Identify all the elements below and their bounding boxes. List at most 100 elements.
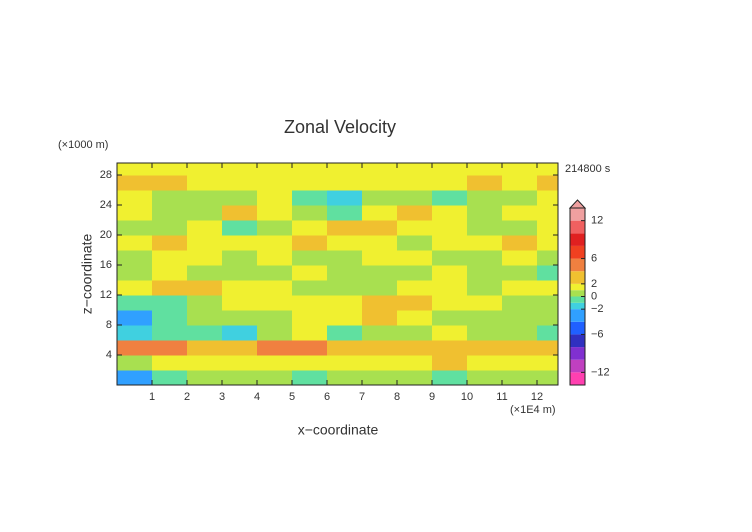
x-tick-label: 4: [254, 391, 260, 403]
field-cell: [432, 325, 468, 341]
field-cell: [397, 163, 433, 176]
field-cell: [432, 295, 468, 311]
field-cell: [537, 163, 558, 176]
field-cell: [152, 295, 188, 311]
field-cell: [292, 235, 328, 251]
colorbar-band: [570, 309, 585, 322]
colorbar-band: [570, 233, 585, 246]
field-cell: [257, 295, 293, 311]
field-cell: [502, 235, 538, 251]
field-cell: [467, 250, 503, 266]
x-tick-label: 3: [219, 391, 225, 403]
field-cell: [502, 190, 538, 206]
colorbar-band: [570, 271, 585, 284]
field-cell: [292, 190, 328, 206]
x-tick-label: 1: [149, 391, 155, 403]
field-cell: [292, 355, 328, 371]
field-cell: [292, 220, 328, 236]
field-cell: [257, 250, 293, 266]
field-cell: [327, 265, 363, 281]
colorbar-band: [570, 359, 585, 373]
field-cell: [432, 163, 468, 176]
field-cell: [327, 340, 363, 356]
field-cell: [152, 280, 188, 296]
field-cell: [152, 265, 188, 281]
time-label: 214800 s: [565, 163, 611, 175]
field-cell: [537, 250, 558, 266]
field-cell: [397, 250, 433, 266]
field-cell: [467, 310, 503, 326]
field-cell: [327, 355, 363, 371]
field-cell: [502, 175, 538, 191]
field-cell: [502, 295, 538, 311]
x-tick-label: 12: [531, 391, 543, 403]
field-cell: [327, 280, 363, 296]
field-cell: [467, 235, 503, 251]
colorbar-band: [570, 334, 585, 348]
field-cell: [257, 163, 293, 176]
field-cell: [327, 295, 363, 311]
field-cell: [152, 163, 188, 176]
field-cell: [152, 235, 188, 251]
field-cell: [222, 280, 258, 296]
colorbar-band: [570, 258, 585, 272]
field-cell: [432, 370, 468, 385]
field-cell: [502, 220, 538, 236]
field-cell: [537, 340, 558, 356]
colorbar-tick-label: 6: [591, 252, 597, 264]
field-cell: [327, 310, 363, 326]
field-cell: [117, 280, 153, 296]
field-cell: [502, 340, 538, 356]
colorbar-tick-label: 12: [591, 215, 603, 227]
field-cell: [187, 340, 223, 356]
field-cell: [222, 265, 258, 281]
field-cell: [362, 370, 398, 385]
field-cell: [537, 190, 558, 206]
field-cell: [292, 325, 328, 341]
field-cell: [432, 175, 468, 191]
colorbar-band: [570, 220, 585, 234]
field-cell: [397, 205, 433, 221]
field-cell: [257, 325, 293, 341]
colorbar-tick-label: −2: [591, 303, 604, 315]
y-tick-label: 8: [106, 319, 112, 331]
field-cell: [327, 190, 363, 206]
field-cell: [222, 310, 258, 326]
field-cell: [117, 250, 153, 266]
field-cell: [222, 190, 258, 206]
x-tick-label: 8: [394, 391, 400, 403]
field-cell: [467, 175, 503, 191]
field-cell: [152, 220, 188, 236]
field-cell: [432, 205, 468, 221]
field-cell: [502, 265, 538, 281]
field-cell: [117, 175, 153, 191]
x-unit: (×1E4 m): [510, 404, 556, 416]
field-cell: [257, 235, 293, 251]
field-cell: [467, 220, 503, 236]
field-cell: [257, 265, 293, 281]
field-cell: [257, 280, 293, 296]
y-tick-label: 12: [100, 289, 112, 301]
field-cell: [117, 205, 153, 221]
field-cell: [292, 205, 328, 221]
field-cell: [467, 190, 503, 206]
field-cell: [152, 340, 188, 356]
field-cell: [362, 295, 398, 311]
field-cell: [467, 370, 503, 385]
colorbar-band: [570, 347, 585, 360]
field-cell: [502, 250, 538, 266]
field-cell: [432, 250, 468, 266]
field-cell: [432, 235, 468, 251]
field-cell: [117, 370, 153, 385]
field-cell: [502, 355, 538, 371]
colorbar-tick-label: −12: [591, 366, 610, 378]
field-cell: [292, 250, 328, 266]
field-cell: [467, 280, 503, 296]
field-cell: [362, 190, 398, 206]
field-cell: [327, 250, 363, 266]
field-cell: [397, 340, 433, 356]
field-cell: [362, 250, 398, 266]
field-cell: [187, 280, 223, 296]
field-cell: [117, 235, 153, 251]
